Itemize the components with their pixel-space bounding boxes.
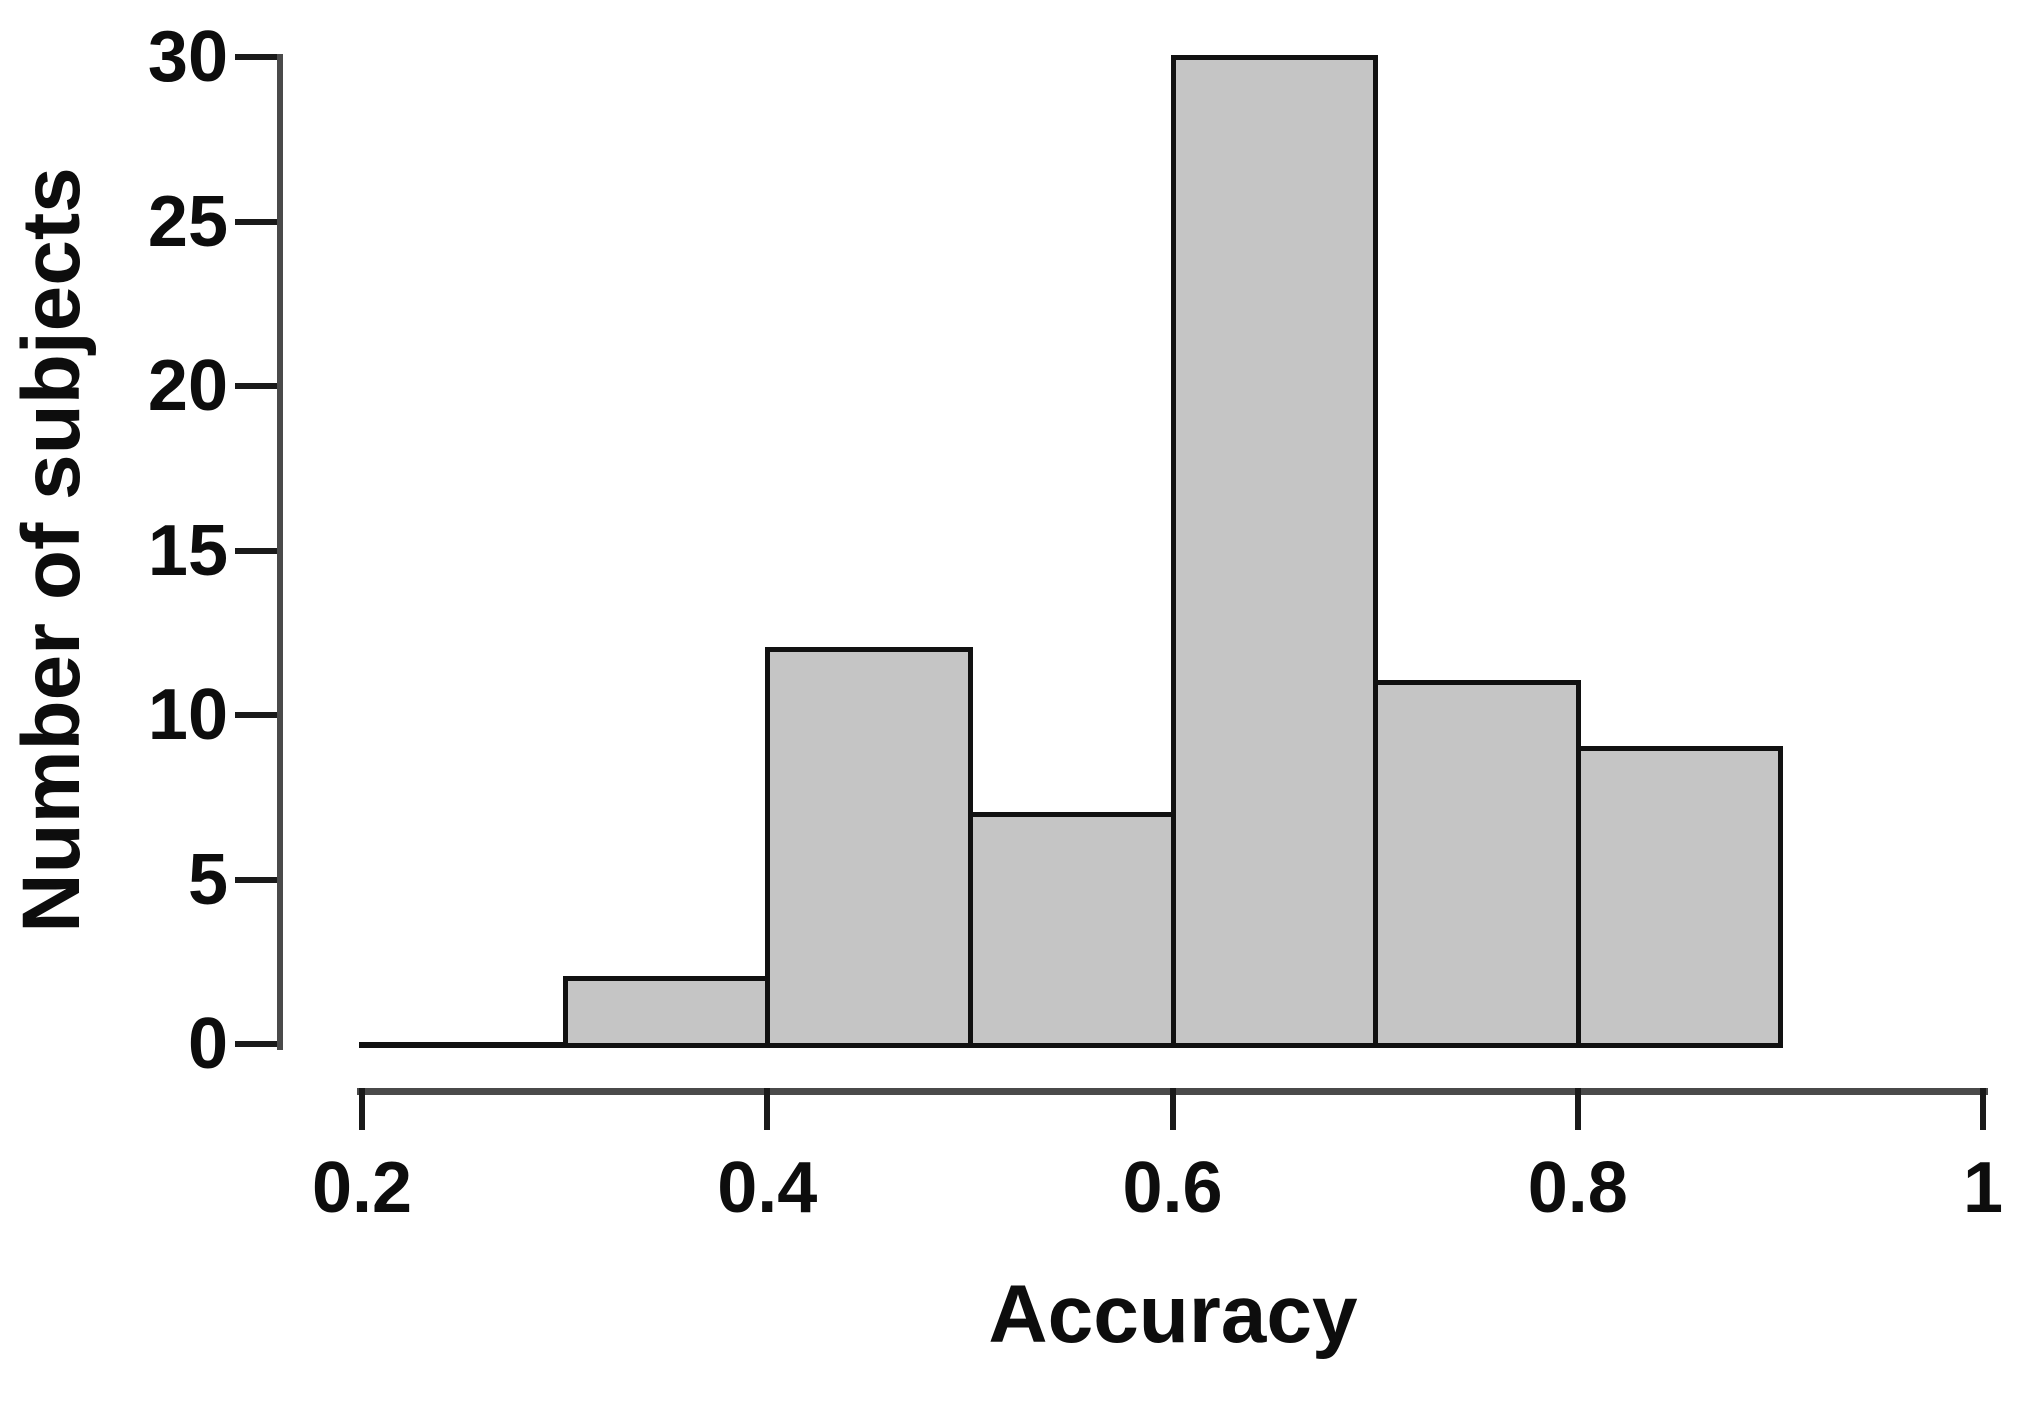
y-tick-label: 20 — [147, 346, 228, 426]
x-tick-label: 0.8 — [1527, 1148, 1628, 1228]
x-tick-label: 0.2 — [311, 1148, 413, 1228]
y-axis-line — [277, 54, 283, 1050]
y-tick — [235, 876, 277, 883]
y-tick — [235, 218, 277, 225]
x-tick-label: 1 — [1962, 1148, 2004, 1228]
histogram-bar — [1170, 55, 1379, 1048]
y-tick-label: 30 — [147, 17, 228, 97]
y-tick — [235, 547, 277, 554]
histogram-bar — [562, 976, 771, 1048]
y-tick-label: 0 — [187, 1004, 228, 1084]
y-tick-label: 5 — [187, 839, 228, 920]
histogram-bar — [967, 811, 1176, 1048]
x-tick — [1169, 1088, 1176, 1130]
x-tick-label: 0.4 — [717, 1148, 818, 1228]
x-tick — [359, 1088, 365, 1130]
x-tick-label: 0.6 — [1122, 1148, 1223, 1228]
x-tick — [1574, 1088, 1581, 1130]
x-tick — [1980, 1088, 1986, 1130]
histogram-bar — [1373, 680, 1581, 1048]
histogram-bar — [1575, 745, 1784, 1048]
y-tick — [235, 1041, 277, 1047]
y-tick-label: 10 — [147, 675, 228, 755]
x-axis-title: Accuracy — [988, 1269, 1358, 1360]
x-tick — [764, 1088, 771, 1130]
y-tick — [235, 383, 277, 389]
y-tick-label: 25 — [147, 181, 228, 262]
histogram-bar — [765, 647, 973, 1048]
y-tick-label: 15 — [147, 510, 228, 591]
y-tick — [235, 712, 277, 718]
y-tick — [235, 54, 277, 60]
